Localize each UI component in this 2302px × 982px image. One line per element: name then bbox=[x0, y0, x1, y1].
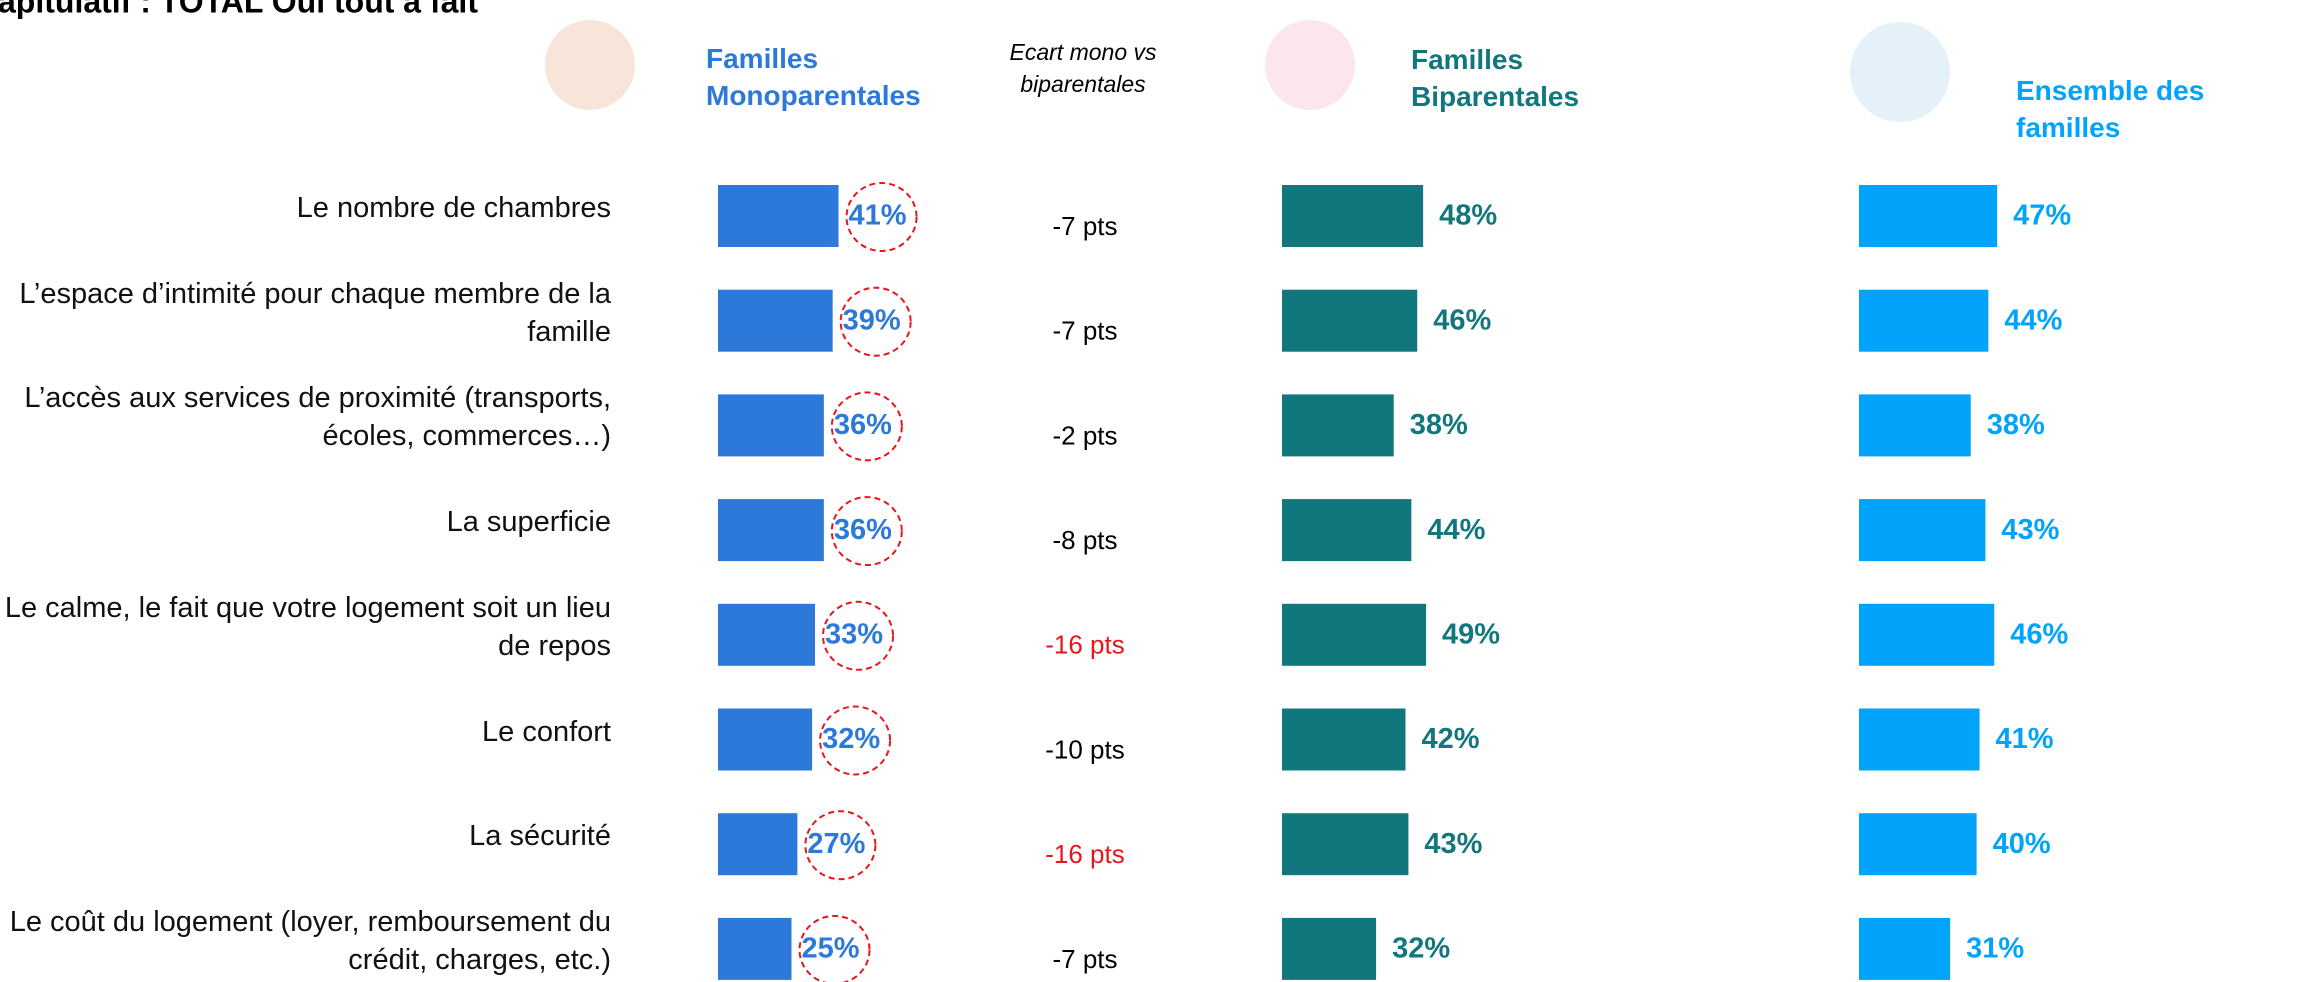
legend-label: Ensemble des familles bbox=[2016, 72, 2302, 146]
category-label: L’espace d’intimité pour chaque membre d… bbox=[0, 275, 611, 351]
bar bbox=[718, 918, 792, 980]
value-label: 32% bbox=[1392, 933, 1450, 965]
category-label: Le nombre de chambres bbox=[0, 189, 611, 227]
value-label: 36% bbox=[834, 514, 892, 546]
category-label: La sécurité bbox=[0, 817, 611, 855]
gap-label: -7 pts bbox=[1052, 211, 1117, 241]
bar bbox=[1859, 918, 1950, 980]
value-label: 27% bbox=[807, 828, 865, 860]
value-label: 46% bbox=[1433, 304, 1491, 336]
bar bbox=[1282, 709, 1405, 771]
bar bbox=[1859, 499, 1985, 561]
bar bbox=[1859, 813, 1977, 875]
category-label: La superficie bbox=[0, 503, 611, 541]
gap-label: -8 pts bbox=[1052, 525, 1117, 555]
bar bbox=[1282, 918, 1376, 980]
bar bbox=[1282, 604, 1426, 666]
value-label: 40% bbox=[1993, 828, 2051, 860]
value-label: 49% bbox=[1442, 618, 1500, 650]
value-label: 38% bbox=[1987, 409, 2045, 441]
value-label: 44% bbox=[1427, 514, 1485, 546]
page: Récapitulatif {"chart_data": {"type": "b… bbox=[0, 0, 2302, 982]
bar bbox=[1859, 709, 1980, 771]
bar bbox=[1859, 604, 1994, 666]
category-label: L’accès aux services de proximité (trans… bbox=[0, 379, 611, 455]
bar bbox=[1282, 290, 1417, 352]
value-label: 43% bbox=[1424, 828, 1482, 860]
gap-label: -7 pts bbox=[1052, 944, 1117, 974]
legend-label: Familles Biparentales bbox=[1411, 41, 1611, 115]
value-label: 33% bbox=[825, 618, 883, 650]
value-label: 36% bbox=[834, 409, 892, 441]
legend-label: Familles Monoparentales bbox=[706, 40, 966, 114]
value-label: 41% bbox=[1996, 723, 2054, 755]
value-label: 48% bbox=[1439, 200, 1497, 232]
gap-label: -2 pts bbox=[1052, 420, 1117, 450]
value-label: 44% bbox=[2004, 304, 2062, 336]
gap-header: Ecart mono vs biparentales bbox=[990, 36, 1176, 100]
value-label: 42% bbox=[1421, 723, 1479, 755]
value-label: 46% bbox=[2010, 618, 2068, 650]
value-label: 47% bbox=[2013, 200, 2071, 232]
gap-label: -16 pts bbox=[1045, 630, 1125, 660]
gap-label: -10 pts bbox=[1045, 734, 1125, 764]
bar bbox=[1282, 499, 1411, 561]
bar bbox=[718, 394, 824, 456]
bar bbox=[718, 185, 839, 247]
value-label: 38% bbox=[1410, 409, 1468, 441]
gap-label: -7 pts bbox=[1052, 316, 1117, 346]
value-label: 43% bbox=[2001, 514, 2059, 546]
gap-label: -16 pts bbox=[1045, 839, 1125, 869]
bar bbox=[1859, 290, 1988, 352]
chart-title: apitulatif : TOTAL Oui tout à fait bbox=[0, 0, 478, 19]
bar bbox=[718, 290, 833, 352]
value-label: 39% bbox=[843, 304, 901, 336]
category-label: Le calme, le fait que votre logement soi… bbox=[0, 589, 611, 665]
bar bbox=[1282, 185, 1423, 247]
category-label: Le coût du logement (loyer, remboursemen… bbox=[0, 903, 611, 979]
bar bbox=[1282, 394, 1394, 456]
bar bbox=[1282, 813, 1408, 875]
bar bbox=[718, 499, 824, 561]
bar bbox=[718, 813, 797, 875]
bar bbox=[1859, 394, 1971, 456]
root: apitulatif : TOTAL Oui tout à fait -7 pt… bbox=[0, 0, 2302, 982]
bar bbox=[718, 709, 812, 771]
category-label: Le confort bbox=[0, 713, 611, 751]
value-label: 25% bbox=[802, 933, 860, 965]
value-label: 41% bbox=[849, 200, 907, 232]
value-label: 31% bbox=[1966, 933, 2024, 965]
bar bbox=[718, 604, 815, 666]
value-label: 32% bbox=[822, 723, 880, 755]
bar bbox=[1859, 185, 1997, 247]
